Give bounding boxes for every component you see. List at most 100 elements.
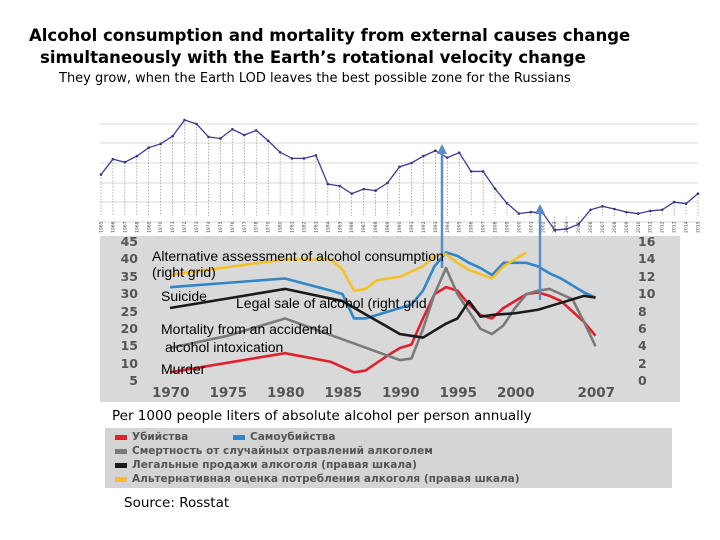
x-tick: 1990 <box>382 385 420 401</box>
lod-year-label: 2001 <box>528 221 534 233</box>
y-right-tick: 4 <box>638 338 647 354</box>
lod-year-label: 1965 <box>99 221 105 233</box>
lod-year-label: 1979 <box>266 221 272 233</box>
lod-year-label: 1974 <box>206 221 212 233</box>
title-line-2: simultaneously with the Earth’s rotation… <box>40 48 586 67</box>
lod-year-label: 1972 <box>182 221 188 233</box>
y-left-tick: 20 <box>120 320 138 336</box>
legend-swatch <box>233 434 245 440</box>
y-left-tick: 40 <box>120 251 138 267</box>
lod-year-label: 1970 <box>158 221 164 233</box>
legend-swatch <box>115 462 127 468</box>
annotation-mortality: Mortality from an accidental <box>161 321 333 337</box>
y-right-tick: 6 <box>638 320 647 336</box>
lod-year-label: 1983 <box>313 221 319 233</box>
arrow-head-icon <box>535 204 545 214</box>
title-line-1: Alcohol consumption and mortality from e… <box>29 26 631 45</box>
lod-year-label: 2000 <box>516 221 522 233</box>
y-right-tick: 2 <box>638 355 647 371</box>
lod-year-label: 2011 <box>648 221 654 233</box>
lod-year-label: 1973 <box>194 221 200 233</box>
legend-item-alternative: Альтернативная оценка потребления алкого… <box>115 473 520 485</box>
x-tick: 1975 <box>209 385 248 401</box>
lod-line <box>100 119 699 231</box>
lod-year-label: 1969 <box>146 221 152 233</box>
lod-year-label: 2006 <box>588 221 594 233</box>
lod-year-label: 2004 <box>564 221 570 233</box>
legend: Убийства Самоубийства Смертность от случ… <box>105 428 672 488</box>
x-tick: 2000 <box>497 385 535 401</box>
x-tick: 1985 <box>324 385 363 401</box>
lod-year-label: 2015 <box>696 221 702 233</box>
lod-year-label: 1994 <box>445 221 451 233</box>
y-right-tick: 10 <box>638 286 656 302</box>
lod-year-label: 1981 <box>290 221 296 233</box>
lod-year-label: 2005 <box>576 221 582 233</box>
y-left-tick: 10 <box>120 355 138 371</box>
lod-year-label: 1985 <box>337 221 343 233</box>
series-line <box>169 251 597 320</box>
x-tick: 1980 <box>267 385 305 401</box>
lod-year-label: 1975 <box>218 221 224 233</box>
y-left-tick: 5 <box>129 373 138 388</box>
lod-year-label: 1968 <box>134 221 140 233</box>
lod-year-label: 1967 <box>122 221 128 233</box>
legend-swatch <box>115 448 127 454</box>
arrow-head-icon <box>437 144 447 154</box>
lod-year-label: 1998 <box>493 221 499 233</box>
lod-year-label: 1987 <box>361 221 367 233</box>
series-line <box>169 266 597 362</box>
lod-year-label: 1995 <box>457 221 463 233</box>
series-line <box>169 287 596 339</box>
lod-year-label: 1966 <box>110 221 116 233</box>
annotation-suicide: Suicide <box>161 288 207 304</box>
y-right-tick: 14 <box>638 251 656 267</box>
lod-year-label: 2012 <box>660 221 666 233</box>
lod-year-label: 2009 <box>624 221 630 233</box>
y-left-tick: 25 <box>120 303 138 319</box>
lod-year-label: 1991 <box>409 221 415 233</box>
y-right-tick: 0 <box>638 373 647 388</box>
y-left-tick: 35 <box>120 268 138 284</box>
lod-year-label: 2013 <box>672 221 678 233</box>
x-tick: 1970 <box>152 385 190 401</box>
lod-year-label: 1982 <box>301 221 307 233</box>
legend-item-murder: Убийства <box>115 431 188 443</box>
lod-year-label: 1986 <box>349 221 355 233</box>
y-left-tick: 30 <box>120 286 138 302</box>
y-left-tick: 15 <box>120 338 138 354</box>
lod-year-label: 1977 <box>242 221 248 233</box>
lod-year-label: 1978 <box>254 221 260 233</box>
lod-year-label: 1989 <box>385 221 391 233</box>
source: Source: Rosstat <box>124 495 230 511</box>
subtitle: They grow, when the Earth LOD leaves the… <box>59 71 571 86</box>
legend-label: Смертность от случайных отравлений алког… <box>132 445 433 457</box>
y-left-tick: 45 <box>120 234 138 249</box>
annotation-murder: Murder <box>161 361 206 377</box>
lod-year-label: 1997 <box>481 221 487 233</box>
legend-item-legal-sale: Легальные продажи алкоголя (правая шкала… <box>115 459 417 471</box>
series-line <box>169 251 528 292</box>
lod-year-label: 1976 <box>230 221 236 233</box>
lod-year-label: 1971 <box>170 221 176 233</box>
annotation-alternative: Alternative assessment of alcohol consum… <box>152 248 444 264</box>
legend-swatch <box>115 434 127 440</box>
annotation-right-grid: (right grid) <box>152 264 216 280</box>
legend-label: Легальные продажи алкоголя (правая шкала… <box>132 459 417 471</box>
lod-year-label: 1999 <box>504 221 510 233</box>
x-axis-label: Per 1000 people liters of absolute alcoh… <box>112 408 532 424</box>
lod-year-label: 1980 <box>278 221 284 233</box>
legend-item-suicide: Самоубийства <box>233 431 336 443</box>
lod-year-label: 1984 <box>325 221 331 233</box>
legend-swatch <box>115 476 127 482</box>
series-line <box>169 285 597 374</box>
lod-year-label: 1993 <box>433 221 439 233</box>
lod-year-label: 1996 <box>469 221 475 233</box>
lod-year-label: 2008 <box>612 221 618 233</box>
legend-label: Альтернативная оценка потребления алкого… <box>132 473 520 485</box>
lod-year-label: 1992 <box>421 221 427 233</box>
legend-label: Убийства <box>132 431 189 443</box>
